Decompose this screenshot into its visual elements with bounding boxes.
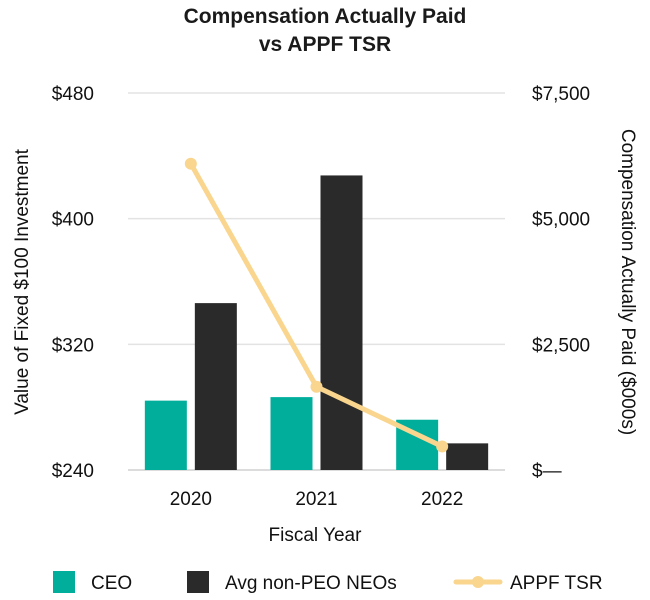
neo-bar-2022: [446, 443, 489, 470]
chart-title-line-1: Compensation Actually Paid: [184, 5, 467, 28]
neo-bar-2021: [320, 175, 363, 471]
legend-tsr-label: APPF TSR: [510, 573, 603, 594]
y-right-tick-label: $2,500: [532, 335, 590, 356]
ceo-bar-2021: [270, 397, 313, 470]
x-tick-label: 2021: [295, 489, 337, 510]
axis-ticks: $240 $320 $400 $480 $— $2,500 $5,000 $7,500 2020…: [52, 84, 590, 510]
legend-ceo-swatch: [53, 571, 75, 593]
legend: CEO Avg non-PEO NEOs APPF TSR: [53, 571, 603, 594]
tsr-point-2021: [310, 380, 323, 393]
y-left-tick-label: $480: [52, 84, 94, 105]
y-axis-right-label: Compensation Actually Paid ($000s): [617, 129, 638, 435]
y-left-tick-label: $320: [52, 335, 94, 356]
tsr-point-2022: [436, 440, 449, 453]
legend-tsr-marker: [472, 576, 484, 588]
y-right-tick-label: $—: [532, 461, 562, 482]
gridlines: [128, 92, 505, 471]
y-right-tick-label: $5,000: [532, 210, 590, 231]
legend-ceo-label: CEO: [91, 573, 132, 594]
x-tick-label: 2020: [170, 489, 212, 510]
tsr-point-2020: [184, 157, 197, 170]
chart-title-line-2: vs APPF TSR: [259, 33, 391, 56]
neo-bar-2020: [194, 303, 237, 470]
x-axis-label: Fiscal Year: [269, 525, 363, 546]
tsr-line-series: [184, 157, 449, 453]
y-axis-left-label: Value of Fixed $100 Investment: [12, 148, 33, 415]
y-right-tick-label: $7,500: [532, 84, 590, 105]
x-tick-label: 2022: [421, 489, 463, 510]
y-left-tick-label: $240: [52, 461, 94, 482]
legend-neo-swatch: [187, 571, 209, 593]
bars: [144, 175, 489, 471]
ceo-bar-2020: [144, 400, 187, 470]
y-left-tick-label: $400: [52, 210, 94, 231]
legend-neo-label: Avg non-PEO NEOs: [225, 573, 397, 594]
